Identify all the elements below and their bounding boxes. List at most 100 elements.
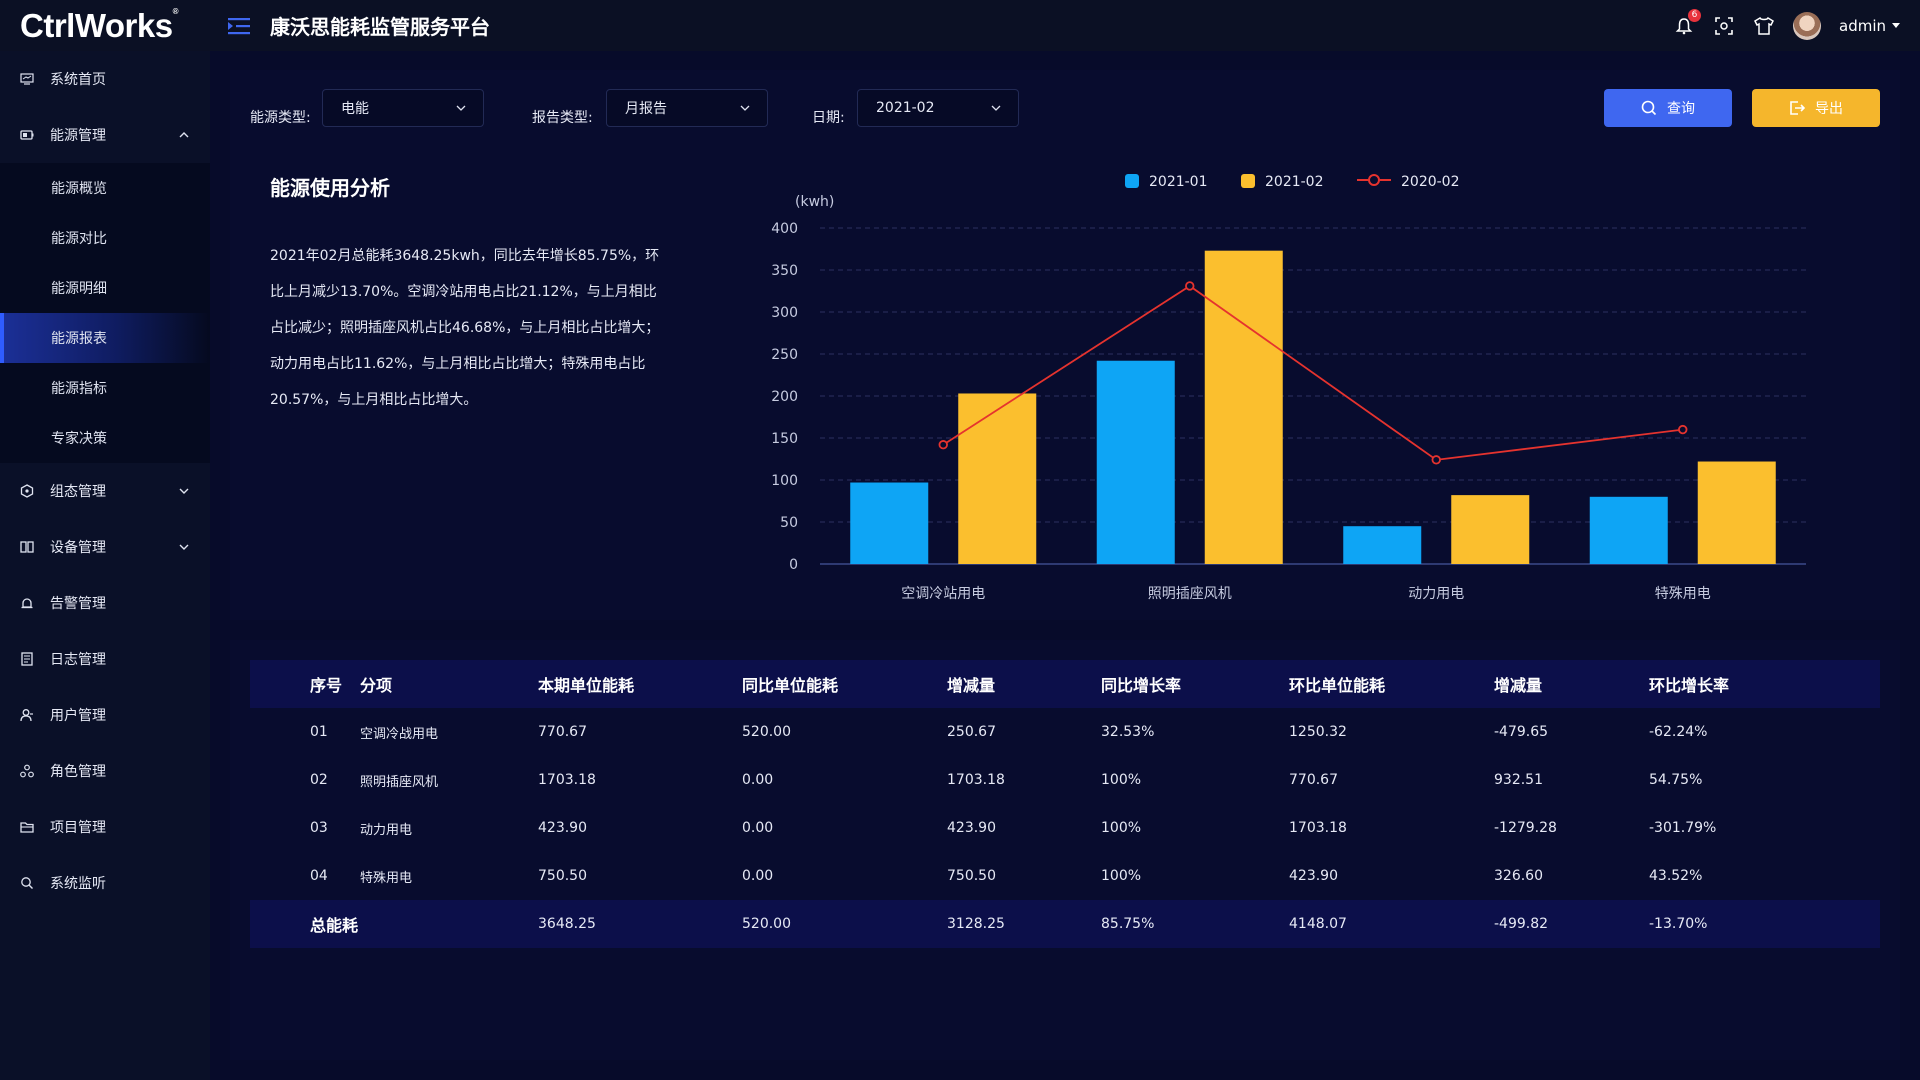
legend-label: 2021-02 (1265, 174, 1324, 190)
log-icon (21, 652, 33, 666)
sidebar-item-device[interactable]: 设备管理 (0, 519, 210, 575)
fullscreen-button[interactable] (1713, 15, 1735, 37)
caret-down-icon (1892, 22, 1900, 28)
sidebar-item-label: 用户管理 (50, 708, 106, 724)
top-right-toolbar: 6 admin (1673, 0, 1900, 51)
date-value: 2021-02 (876, 100, 935, 116)
user-menu[interactable]: admin (1839, 17, 1900, 35)
export-button[interactable]: 导出 (1752, 89, 1880, 127)
energy-type-select[interactable]: 电能 (322, 89, 484, 127)
x-tick-label: 特殊用电 (1655, 586, 1711, 602)
table-header-cell: 增减量 (1494, 660, 1649, 708)
table-cell: 100% (1101, 820, 1142, 836)
notification-button[interactable]: 6 (1673, 8, 1701, 37)
chevron-down-icon (179, 544, 189, 550)
table-header-cell: 环比单位能耗 (1289, 660, 1494, 708)
sidebar-subitem-overview[interactable]: 能源概览 (51, 181, 107, 197)
table-header-cell: 本期单位能耗 (538, 660, 742, 708)
table-total-cell: -13.70% (1649, 900, 1880, 948)
sidebar-item-label: 能源管理 (50, 128, 106, 144)
sidebar-item-alarm[interactable]: 告警管理 (0, 575, 210, 631)
chevron-up-icon (179, 132, 189, 138)
fullscreen-icon (1715, 16, 1733, 35)
sidebar-item-label: 角色管理 (50, 764, 106, 780)
y-tick-label: 350 (771, 263, 798, 279)
line-point-2020-02 (1431, 455, 1441, 465)
energy-type-value: 电能 (341, 101, 369, 117)
monitor-icon (20, 73, 34, 85)
sidebar-item-monitor[interactable]: 系统监听 (0, 855, 210, 911)
table-header-cell: 同比单位能耗 (742, 660, 947, 708)
avatar[interactable] (1793, 11, 1821, 40)
bar-2021-02 (1204, 250, 1283, 564)
date-picker[interactable]: 2021-02 (857, 89, 1019, 127)
line-series-2020-02 (942, 284, 1683, 461)
query-button[interactable]: 查询 (1604, 89, 1732, 127)
table-total-cell: 3128.25 (947, 900, 1101, 948)
hexagon-icon (20, 484, 34, 498)
sidebar-item-configuration[interactable]: 组态管理 (0, 463, 210, 519)
sidebar-subitem-expert[interactable]: 专家决策 (51, 431, 107, 447)
legend-label: 2020-02 (1401, 174, 1460, 190)
analysis-title: 能源使用分析 (270, 176, 390, 200)
energy-chart: (kwh) 0 50 100 150 200 250 300 350 400 空调冷站用电 照明插座风… (771, 174, 1806, 602)
table-header-cell: 环比增长率 (1649, 660, 1880, 708)
report-type-select[interactable]: 月报告 (606, 89, 768, 127)
sidebar-subitem-detail[interactable]: 能源明细 (51, 281, 107, 297)
table-cell: 423.90 (1289, 868, 1338, 884)
table-cell: 1703.18 (1289, 820, 1347, 836)
bar-2021-01 (1589, 496, 1668, 564)
table-cell: 932.51 (1494, 772, 1543, 788)
analysis-text: 2021年02月总能耗3648.25kwh，同比去年增长85.75%，环比上月减… (270, 248, 660, 408)
logo: CtrlWorks® (0, 7, 210, 45)
user-icon (20, 709, 33, 722)
table-cell: 100% (1101, 868, 1142, 884)
sidebar-item-energy[interactable]: 能源管理 (0, 107, 210, 163)
table-total-cell: 总能耗 (250, 900, 360, 948)
table-cell: 32.53% (1101, 724, 1155, 740)
sidebar-item-home[interactable]: 系统首页 (0, 51, 210, 107)
table-cell: -62.24% (1649, 724, 1708, 740)
y-tick-label: 400 (771, 221, 798, 237)
analysis-panel: (kwh) 0 50 100 150 200 250 300 350 400 空调冷站用电 照明插座风… (230, 70, 1900, 620)
y-tick-label: 300 (771, 305, 798, 321)
table-total-cell: -499.82 (1494, 900, 1649, 948)
chevron-down-icon (456, 105, 466, 111)
menu-toggle-icon[interactable] (228, 17, 250, 35)
table-cell: -1279.28 (1494, 820, 1557, 836)
user-name: admin (1839, 16, 1886, 35)
bar-2021-01 (1343, 526, 1422, 564)
sidebar-item-label: 系统首页 (50, 72, 106, 88)
sidebar-item-label: 组态管理 (50, 484, 106, 500)
sidebar-subitem-indicator[interactable]: 能源指标 (51, 381, 107, 397)
sidebar-item-label: 项目管理 (50, 820, 106, 836)
search-icon (1641, 100, 1657, 116)
sidebar-item-label: 系统监听 (50, 876, 106, 892)
table-header-row: 序号 分项 本期单位能耗 同比单位能耗 增减量 同比增长率 环比单位能耗 增减量 环比增长率 (250, 660, 1880, 708)
table-cell: 照明插座风机 (360, 774, 439, 790)
logo-text: CtrlWorks (20, 6, 173, 44)
sidebar-item-role[interactable]: 角色管理 (0, 743, 210, 799)
search-icon (21, 877, 33, 889)
notification-badge: 6 (1688, 8, 1701, 22)
table-cell: 520.00 (742, 724, 791, 740)
table-cell: 250.67 (947, 724, 996, 740)
sidebar-item-log[interactable]: 日志管理 (0, 631, 210, 687)
report-table: 序号 分项 本期单位能耗 同比单位能耗 增减量 同比增长率 环比单位能耗 增减量 环比增长率 0… (250, 660, 1880, 948)
sidebar-item-project[interactable]: 项目管理 (0, 799, 210, 855)
sidebar-subitem-report[interactable]: 能源报表 (0, 313, 210, 363)
table-cell: 1250.32 (1289, 724, 1347, 740)
table-cell: 326.60 (1494, 868, 1543, 884)
sidebar-item-user[interactable]: 用户管理 (0, 687, 210, 743)
bar-2021-02 (1697, 461, 1776, 564)
theme-button[interactable] (1753, 15, 1775, 37)
table-cell: 0.00 (742, 868, 774, 884)
table-cell: 02 (310, 772, 328, 788)
x-tick-label: 空调冷站用电 (901, 586, 985, 602)
bar-2021-02 (1451, 495, 1530, 564)
y-axis-unit-label: (kwh) (795, 194, 834, 210)
legend-swatch-2021-01 (1125, 174, 1139, 188)
table-row: 04 特殊用电 750.50 0.00 750.50 100% 423.90 326.60 43… (250, 852, 1880, 900)
bar-2021-01 (1096, 360, 1175, 564)
sidebar-subitem-compare[interactable]: 能源对比 (51, 231, 107, 247)
